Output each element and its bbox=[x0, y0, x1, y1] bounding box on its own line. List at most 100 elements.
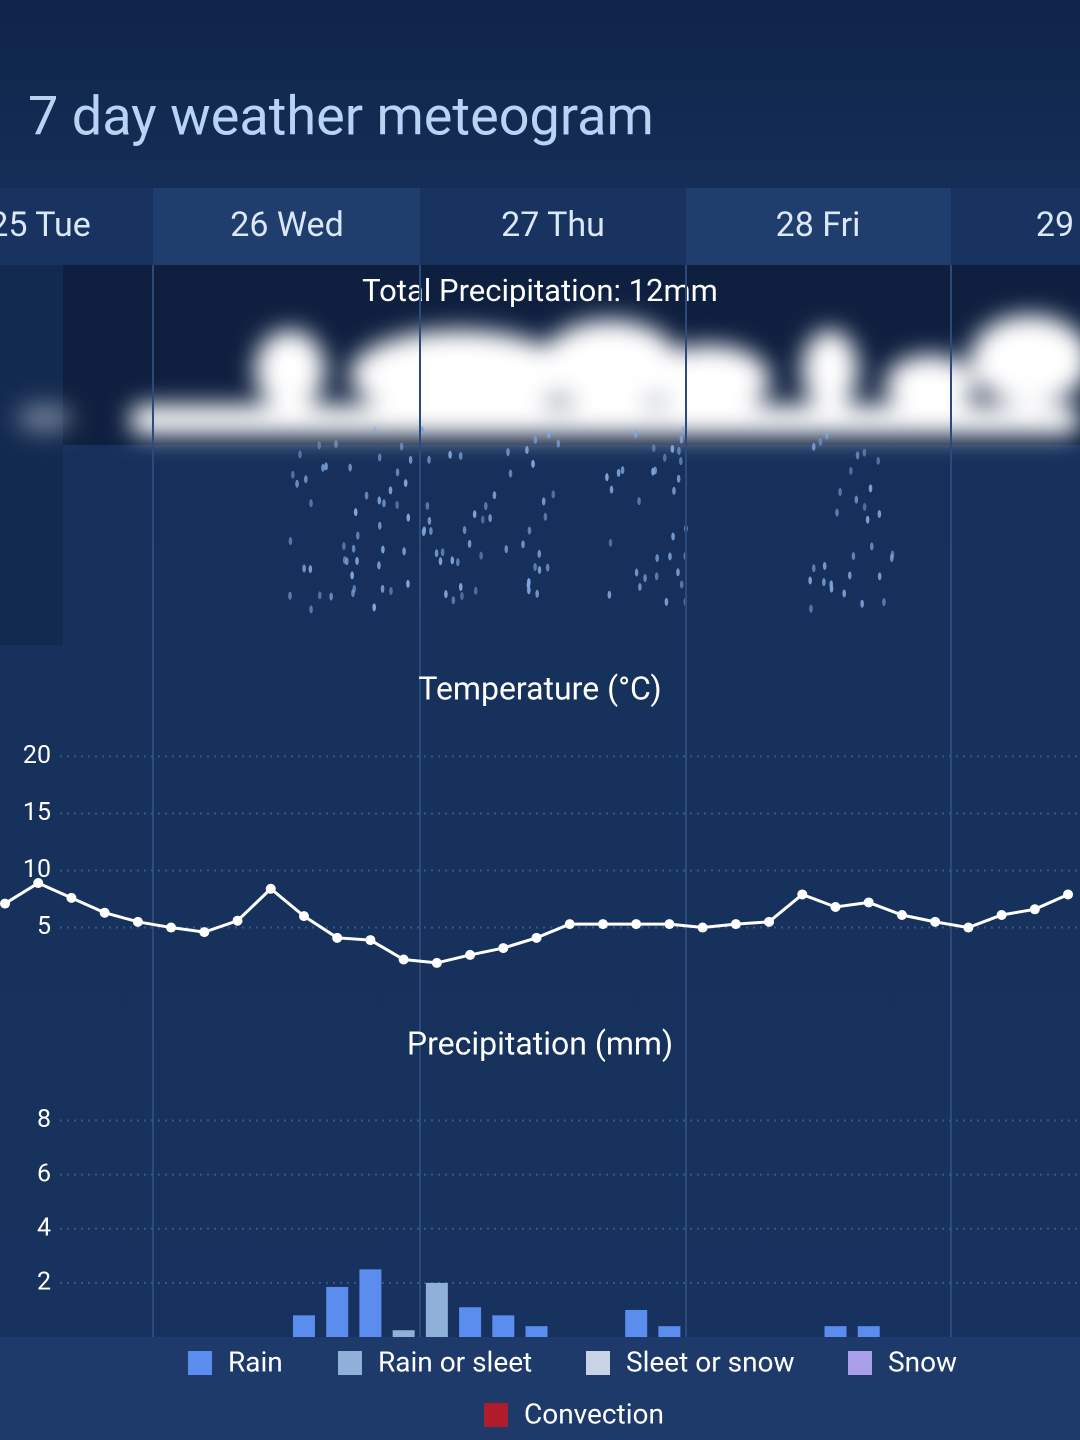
day-tab-label: 27 Thu bbox=[501, 205, 605, 245]
drop bbox=[556, 439, 561, 448]
legend-label: Rain or sleet bbox=[378, 1345, 532, 1378]
temperature-point bbox=[1029, 904, 1040, 915]
temperature-point bbox=[863, 897, 874, 908]
drop bbox=[855, 451, 860, 460]
legend-label: Snow bbox=[888, 1345, 957, 1378]
drop bbox=[309, 605, 313, 614]
drop bbox=[425, 501, 430, 510]
drop bbox=[643, 574, 647, 583]
temperature-point bbox=[332, 932, 343, 943]
legend-swatch bbox=[848, 1351, 872, 1375]
drop bbox=[662, 453, 667, 462]
drop bbox=[545, 563, 550, 572]
drop bbox=[547, 430, 551, 439]
drop bbox=[373, 426, 377, 435]
drop bbox=[427, 455, 431, 464]
drop bbox=[822, 578, 826, 587]
drop bbox=[408, 455, 413, 464]
temperature-point bbox=[664, 919, 675, 930]
drop bbox=[672, 486, 676, 495]
drop bbox=[679, 580, 684, 589]
tab-highlight bbox=[686, 188, 951, 265]
legend-bar bbox=[0, 1337, 1080, 1440]
drop bbox=[849, 466, 853, 475]
drop bbox=[533, 435, 538, 444]
drop bbox=[679, 457, 683, 466]
precipitation-bar bbox=[824, 1326, 847, 1337]
temperature-point bbox=[1063, 889, 1074, 900]
drop bbox=[484, 502, 488, 511]
tab-highlight bbox=[153, 188, 420, 265]
drop bbox=[450, 556, 455, 565]
drop bbox=[676, 474, 681, 483]
drop bbox=[842, 589, 846, 598]
drop bbox=[458, 451, 463, 460]
precipitation-bar bbox=[392, 1330, 415, 1337]
drop bbox=[651, 444, 656, 453]
drop bbox=[822, 561, 827, 570]
drop bbox=[448, 450, 452, 459]
drop bbox=[551, 490, 556, 499]
drop bbox=[668, 552, 672, 561]
drop bbox=[467, 539, 472, 548]
drop bbox=[854, 495, 859, 504]
temperature-point bbox=[996, 909, 1007, 920]
drop bbox=[291, 470, 295, 479]
drop bbox=[877, 510, 882, 519]
drop bbox=[492, 491, 497, 500]
drop bbox=[681, 426, 685, 435]
drop bbox=[537, 565, 542, 574]
drop bbox=[607, 590, 612, 599]
drop bbox=[388, 486, 393, 495]
drop bbox=[348, 463, 352, 472]
temperature-point bbox=[99, 907, 110, 918]
drop bbox=[473, 586, 478, 595]
day-tab-label: 26 Wed bbox=[230, 205, 344, 245]
day-lines bbox=[152, 265, 952, 1337]
drop bbox=[295, 479, 299, 488]
precipitation-bar bbox=[525, 1326, 548, 1337]
drop bbox=[525, 445, 529, 454]
drop bbox=[298, 450, 302, 459]
clouds bbox=[17, 315, 1080, 435]
temperature-point bbox=[930, 916, 941, 927]
temperature-point bbox=[166, 922, 177, 933]
drop bbox=[877, 572, 882, 581]
legend-label: Rain bbox=[228, 1345, 283, 1378]
drop bbox=[381, 545, 385, 554]
drop bbox=[406, 513, 411, 522]
temperature-point bbox=[465, 949, 476, 960]
temperature-point bbox=[0, 898, 10, 909]
drop bbox=[634, 568, 639, 577]
drop bbox=[605, 473, 609, 482]
drop bbox=[616, 468, 621, 477]
legend-label: Sleet or snow bbox=[626, 1345, 795, 1378]
drop bbox=[670, 444, 675, 453]
precipitation-bar bbox=[658, 1326, 681, 1337]
drop bbox=[608, 538, 613, 547]
drop bbox=[882, 598, 886, 607]
rain-drops bbox=[288, 426, 895, 614]
drop bbox=[637, 497, 641, 506]
drop bbox=[420, 426, 424, 435]
drop bbox=[429, 527, 433, 536]
y-tick-label: 5 bbox=[37, 912, 51, 941]
temperature-point bbox=[265, 883, 276, 894]
drop bbox=[527, 578, 531, 587]
precipitation-bar bbox=[625, 1309, 648, 1337]
drop bbox=[671, 532, 675, 541]
drop bbox=[434, 549, 439, 558]
drop bbox=[377, 521, 382, 530]
drop bbox=[862, 502, 867, 511]
legend-swatch bbox=[188, 1351, 212, 1375]
drop bbox=[377, 453, 382, 462]
drop bbox=[508, 469, 513, 478]
legend-swatch bbox=[484, 1403, 508, 1427]
drop bbox=[460, 591, 464, 600]
precipitation-bar bbox=[425, 1282, 448, 1337]
total-precipitation: Total Precipitation: 12mm bbox=[362, 272, 718, 309]
drop bbox=[504, 545, 509, 554]
drop bbox=[288, 591, 292, 600]
temperature-point bbox=[132, 916, 143, 927]
